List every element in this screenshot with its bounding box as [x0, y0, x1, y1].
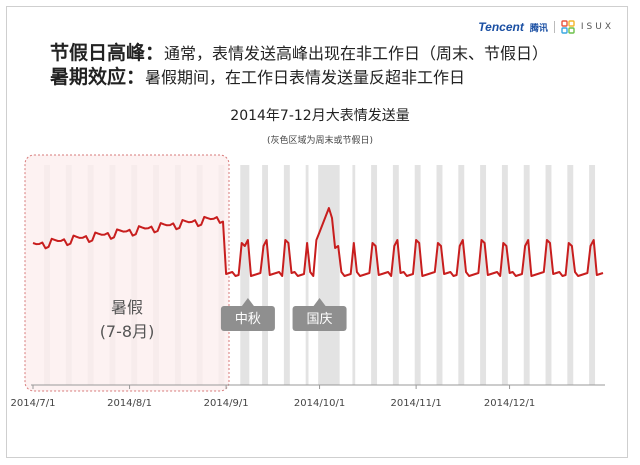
x-tick-label: 2014/11/1 — [390, 398, 441, 409]
logo-divider — [553, 21, 555, 33]
headline-point-2-label: 暑期效应： — [50, 66, 146, 88]
summer-label: 暑假 — [111, 298, 143, 317]
headline-point-2: 暑期效应：暑假期间，在工作日表情发送量反超非工作日 — [50, 62, 465, 89]
summer-sublabel: (7-8月) — [100, 322, 155, 341]
headline-point-1-label: 节假日高峰： — [50, 42, 165, 64]
tencent-logo-cn: 腾讯 — [529, 23, 548, 34]
isux-logo-text: ISUX — [580, 22, 614, 32]
rest-day-band — [436, 165, 443, 385]
rest-day-band — [567, 165, 574, 385]
rest-day-band — [283, 165, 290, 385]
isux-logo-icon — [561, 20, 575, 34]
x-tick-label: 2014/7/1 — [11, 398, 56, 409]
headline-point-2-text: 暑假期间，在工作日表情发送量反超非工作日 — [145, 68, 466, 87]
rest-day-band — [392, 165, 399, 385]
callout-box — [292, 306, 347, 331]
series-line — [32, 207, 604, 277]
headline-point-1-text: 通常，表情发送高峰出现在非工作日（周末、节假日） — [164, 44, 549, 63]
holiday-callout: 中秋 — [220, 298, 275, 331]
rest-day-band — [262, 165, 269, 385]
logo-group: Tencent 腾讯 ISUX — [478, 20, 614, 34]
x-tick-label: 2014/12/1 — [484, 398, 535, 409]
rest-day-band — [305, 165, 309, 385]
chart-subtitle: (灰色区域为周末或节假日) — [266, 136, 374, 146]
rest-day-band — [240, 165, 250, 385]
tencent-logo: Tencent — [478, 20, 524, 34]
chart-title: 2014年7-12月大表情发送量 — [230, 108, 410, 124]
holiday-callout: 国庆 — [292, 298, 347, 331]
rest-day-band — [480, 165, 487, 385]
rest-day-band — [458, 165, 465, 385]
callout-label: 中秋 — [235, 312, 261, 327]
summer-highlight-box — [24, 154, 230, 392]
rest-day-band — [414, 165, 421, 385]
callout-pointer — [241, 298, 254, 306]
rest-day-band — [352, 165, 356, 385]
x-tick-label: 2014/10/1 — [294, 398, 345, 409]
rest-day-band — [523, 165, 530, 385]
headline-point-1: 节假日高峰：通常，表情发送高峰出现在非工作日（周末、节假日） — [50, 38, 548, 65]
rest-day-band — [589, 165, 596, 385]
callout-pointer — [313, 298, 326, 306]
x-tick-label: 2014/8/1 — [107, 398, 152, 409]
x-tick-label: 2014/9/1 — [204, 398, 249, 409]
callout-label: 国庆 — [307, 312, 333, 327]
rest-day-band — [545, 165, 552, 385]
callout-box — [220, 306, 275, 331]
rest-day-band — [371, 165, 378, 385]
rest-day-band — [318, 165, 340, 385]
rest-day-band — [501, 165, 508, 385]
